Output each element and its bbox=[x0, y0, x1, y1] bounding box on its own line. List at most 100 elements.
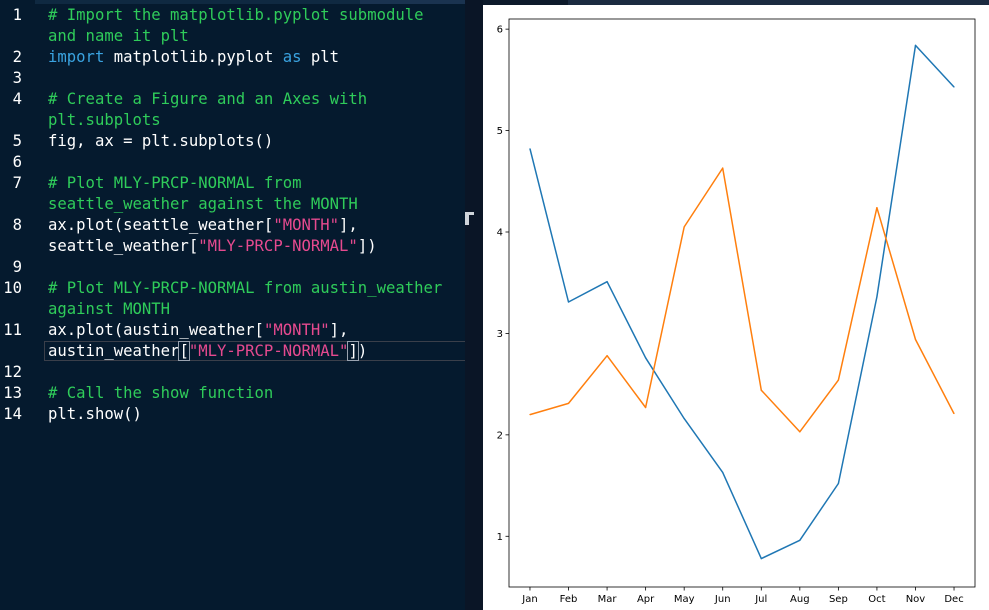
data-point bbox=[837, 482, 839, 485]
pane-divider[interactable] bbox=[465, 0, 483, 610]
editor-tab[interactable] bbox=[360, 0, 465, 4]
data-point bbox=[837, 379, 839, 381]
code-editor[interactable]: 1 # Import the matplotlib.pyplot submodul… bbox=[0, 0, 465, 610]
y-tick-label: 1 bbox=[497, 532, 503, 543]
matched-bracket: ] bbox=[347, 341, 359, 361]
code-text[interactable]: plt.show() bbox=[48, 404, 142, 425]
y-tick-label: 2 bbox=[497, 430, 503, 441]
code-token: # Plot MLY-PRCP-NORMAL from austin_weath… bbox=[48, 279, 443, 297]
data-point bbox=[914, 44, 917, 46]
line-number: 8 bbox=[12, 216, 22, 234]
code-token: ) bbox=[357, 342, 368, 360]
y-tick-label: 6 bbox=[497, 25, 503, 36]
data-point bbox=[799, 431, 801, 433]
data-point bbox=[567, 402, 570, 405]
code-token: plt.subplots bbox=[48, 111, 161, 129]
x-tick-label: Dec bbox=[944, 594, 963, 605]
line-number: 9 bbox=[12, 258, 22, 276]
data-point bbox=[760, 558, 762, 560]
x-tick-label: Mar bbox=[598, 594, 618, 605]
line-number: 12 bbox=[3, 363, 22, 381]
y-tick-label: 5 bbox=[497, 126, 503, 137]
code-token: ], bbox=[329, 321, 349, 339]
line-number: 10 bbox=[3, 279, 22, 297]
line-number: 5 bbox=[12, 132, 22, 150]
code-token: # Create a Figure and an Axes with bbox=[48, 90, 368, 108]
data-point bbox=[799, 539, 801, 541]
data-point bbox=[722, 167, 724, 169]
code-text[interactable]: # Create a Figure and an Axes with bbox=[48, 89, 367, 110]
code-text[interactable]: import matplotlib.pyplot as plt bbox=[48, 47, 339, 68]
data-point bbox=[606, 281, 608, 283]
x-tick-label: Sep bbox=[829, 594, 848, 605]
y-tick-label: 3 bbox=[497, 329, 503, 340]
code-token: seattle_weather against the MONTH bbox=[48, 195, 358, 213]
x-tick-label: May bbox=[674, 594, 695, 605]
data-point bbox=[914, 338, 917, 341]
code-text[interactable]: plt.subplots bbox=[48, 110, 161, 131]
code-text[interactable]: seattle_weather["MLY-PRCP-NORMAL"]) bbox=[48, 236, 377, 257]
code-token: austin_weather bbox=[48, 342, 180, 360]
line-number: 6 bbox=[12, 153, 22, 171]
code-token: "MONTH" bbox=[263, 321, 330, 339]
line-number: 2 bbox=[12, 48, 22, 66]
code-text[interactable]: seattle_weather against the MONTH bbox=[48, 194, 358, 215]
plot-tab-bar bbox=[483, 0, 989, 5]
data-point bbox=[953, 412, 955, 415]
resize-handle-icon[interactable] bbox=[465, 212, 474, 225]
data-point bbox=[683, 226, 685, 228]
x-tick-label: Aug bbox=[790, 594, 810, 605]
data-point bbox=[876, 207, 878, 209]
editor-tab[interactable] bbox=[35, 0, 360, 4]
line-number: 14 bbox=[3, 405, 22, 423]
code-text[interactable]: # Plot MLY-PRCP-NORMAL from austin_weath… bbox=[48, 278, 442, 299]
series-line-2 bbox=[529, 167, 955, 433]
data-point bbox=[567, 301, 570, 303]
code-token: ]) bbox=[357, 237, 377, 255]
line-number: 13 bbox=[3, 384, 22, 402]
code-token: and name it plt bbox=[48, 27, 189, 45]
line-number: 1 bbox=[12, 6, 22, 24]
data-point bbox=[760, 389, 762, 391]
x-tick-label: Jul bbox=[754, 594, 767, 605]
code-text[interactable]: austin_weather["MLY-PRCP-NORMAL"]) bbox=[48, 341, 367, 362]
code-token: plt.show() bbox=[48, 405, 142, 423]
current-line-highlight bbox=[44, 341, 465, 361]
code-text[interactable]: # Plot MLY-PRCP-NORMAL from bbox=[48, 173, 301, 194]
x-tick-label: Jan bbox=[521, 594, 537, 605]
code-token: matplotlib.pyplot bbox=[104, 48, 283, 66]
line-number: 11 bbox=[3, 321, 22, 339]
code-token: "MLY-PRCP-NORMAL" bbox=[188, 342, 349, 360]
code-token: plt bbox=[301, 48, 340, 66]
line-number: 7 bbox=[12, 174, 22, 192]
data-point bbox=[876, 296, 878, 298]
x-tick-label: Feb bbox=[560, 594, 578, 605]
axes-frame bbox=[508, 18, 976, 588]
code-token: # Plot MLY-PRCP-NORMAL from bbox=[48, 174, 302, 192]
code-text[interactable]: and name it plt bbox=[48, 26, 189, 47]
data-point bbox=[529, 413, 531, 416]
code-token: ax.plot(seattle_weather[ bbox=[48, 216, 274, 234]
code-text[interactable]: fig, ax = plt.subplots() bbox=[48, 131, 273, 152]
code-token: against MONTH bbox=[48, 300, 171, 318]
code-text[interactable]: ax.plot(austin_weather["MONTH"], bbox=[48, 320, 348, 341]
x-tick-label: Oct bbox=[868, 594, 885, 605]
code-token: import bbox=[48, 48, 105, 66]
code-token: ax.plot(austin_weather[ bbox=[48, 321, 264, 339]
plot-tab[interactable] bbox=[483, 0, 568, 5]
code-token: "MONTH" bbox=[273, 216, 340, 234]
data-point bbox=[683, 418, 685, 420]
data-point bbox=[953, 86, 955, 88]
code-text[interactable]: # Call the show function bbox=[48, 383, 273, 404]
code-token: as bbox=[282, 48, 302, 66]
code-text[interactable]: against MONTH bbox=[48, 299, 170, 320]
code-token: fig, ax = plt.subplots() bbox=[48, 132, 274, 150]
data-point bbox=[606, 355, 608, 357]
code-text[interactable]: ax.plot(seattle_weather["MONTH"], bbox=[48, 215, 358, 236]
code-token: "MLY-PRCP-NORMAL" bbox=[198, 237, 358, 255]
code-text[interactable]: # Import the matplotlib.pyplot submodule bbox=[48, 5, 424, 26]
y-tick-label: 4 bbox=[497, 228, 503, 239]
matched-bracket: [ bbox=[178, 341, 190, 361]
x-tick-label: Nov bbox=[906, 594, 926, 605]
data-point bbox=[722, 471, 724, 473]
